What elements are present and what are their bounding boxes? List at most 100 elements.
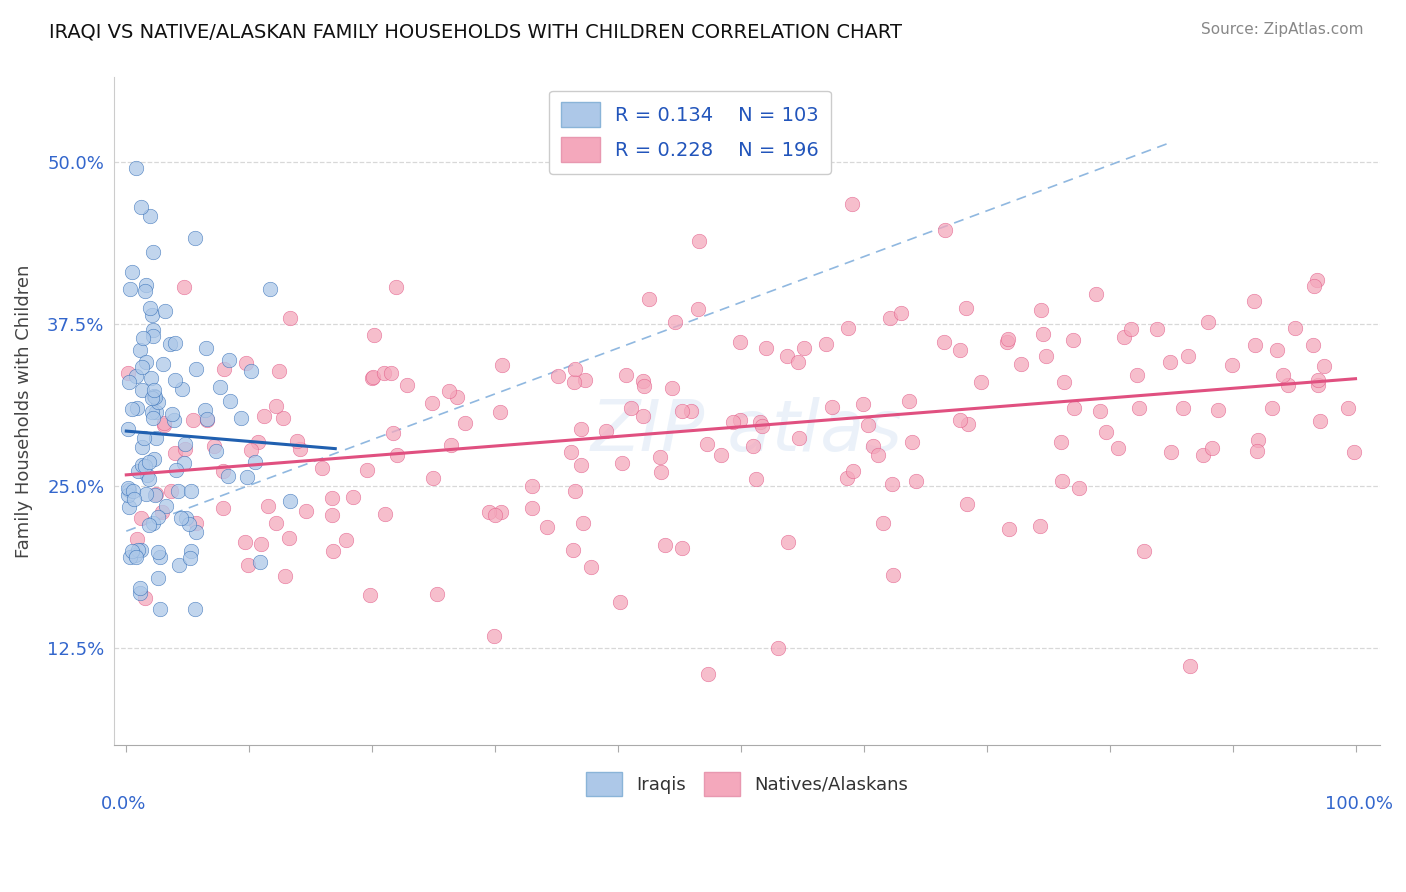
Point: [422, 471, 444, 485]
Point: [131, 440, 153, 454]
Point: [745, 472, 768, 486]
Point: [121, 265, 143, 279]
Point: [382, 426, 405, 441]
Point: [547, 369, 569, 384]
Point: [789, 431, 811, 445]
Point: [321, 508, 343, 522]
Point: [579, 560, 602, 574]
Point: [249, 554, 271, 568]
Point: [766, 640, 789, 655]
Point: [170, 382, 193, 396]
Point: [440, 438, 463, 452]
Point: [1220, 358, 1243, 372]
Point: [1201, 441, 1223, 455]
Point: [620, 401, 643, 416]
Point: [1337, 401, 1360, 416]
Point: [131, 458, 153, 472]
Point: [127, 533, 149, 547]
Point: [1095, 425, 1118, 440]
Point: [124, 548, 146, 562]
Point: [197, 411, 219, 425]
Point: [901, 435, 924, 450]
Point: [148, 545, 170, 559]
Point: [696, 437, 718, 451]
Point: [129, 581, 152, 595]
Point: [181, 413, 204, 427]
Point: [1063, 401, 1085, 415]
Point: [446, 390, 468, 404]
Point: [956, 497, 979, 511]
Point: [141, 391, 163, 405]
Point: [536, 520, 558, 534]
Point: [186, 516, 208, 530]
Point: [134, 431, 156, 445]
Point: [949, 413, 972, 427]
Point: [128, 343, 150, 358]
Point: [159, 484, 181, 499]
Point: [786, 355, 808, 369]
Point: [173, 436, 195, 450]
Point: [728, 413, 751, 427]
Point: [138, 472, 160, 486]
Text: ZIP atlas: ZIP atlas: [591, 397, 903, 466]
Point: [209, 380, 232, 394]
Point: [122, 491, 145, 506]
Point: [129, 510, 152, 524]
Point: [257, 500, 280, 514]
Point: [1284, 321, 1306, 335]
Point: [173, 280, 195, 294]
Point: [569, 422, 592, 436]
Point: [117, 422, 139, 436]
Point: [132, 331, 155, 345]
Point: [129, 200, 152, 214]
Point: [150, 505, 173, 519]
Point: [793, 341, 815, 355]
Point: [142, 388, 165, 402]
Point: [1035, 349, 1057, 363]
Point: [134, 458, 156, 473]
Point: [142, 411, 165, 425]
Point: [125, 550, 148, 565]
Point: [184, 231, 207, 245]
Point: [776, 534, 799, 549]
Point: [127, 464, 149, 478]
Point: [267, 364, 290, 378]
Point: [356, 463, 378, 477]
Point: [143, 488, 166, 502]
Point: [905, 474, 928, 488]
Point: [174, 511, 197, 525]
Point: [574, 373, 596, 387]
Point: [1085, 287, 1108, 301]
Point: [125, 161, 148, 176]
Point: [491, 358, 513, 372]
Point: [1343, 445, 1365, 459]
Point: [995, 334, 1018, 349]
Point: [117, 487, 139, 501]
Point: [595, 424, 617, 438]
Point: [204, 439, 226, 453]
Point: [1031, 302, 1053, 317]
Point: [179, 550, 201, 565]
Point: [856, 417, 879, 432]
Point: [1309, 414, 1331, 428]
Point: [166, 484, 188, 499]
Point: [661, 381, 683, 395]
Point: [139, 210, 162, 224]
Point: [205, 444, 228, 458]
Point: [165, 373, 187, 387]
Point: [173, 456, 195, 470]
Point: [134, 285, 156, 299]
Point: [145, 404, 167, 418]
Point: [1114, 330, 1136, 344]
Point: [841, 464, 863, 478]
Point: [1306, 273, 1329, 287]
Point: [146, 509, 169, 524]
Point: [610, 456, 633, 470]
Point: [697, 666, 720, 681]
Point: [131, 359, 153, 374]
Point: [1261, 401, 1284, 415]
Point: [121, 483, 143, 498]
Point: [118, 483, 141, 497]
Point: [631, 374, 654, 388]
Point: [1159, 355, 1181, 369]
